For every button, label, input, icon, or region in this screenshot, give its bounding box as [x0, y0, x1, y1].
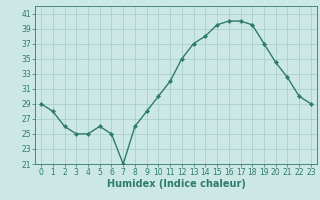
X-axis label: Humidex (Indice chaleur): Humidex (Indice chaleur): [107, 179, 245, 189]
